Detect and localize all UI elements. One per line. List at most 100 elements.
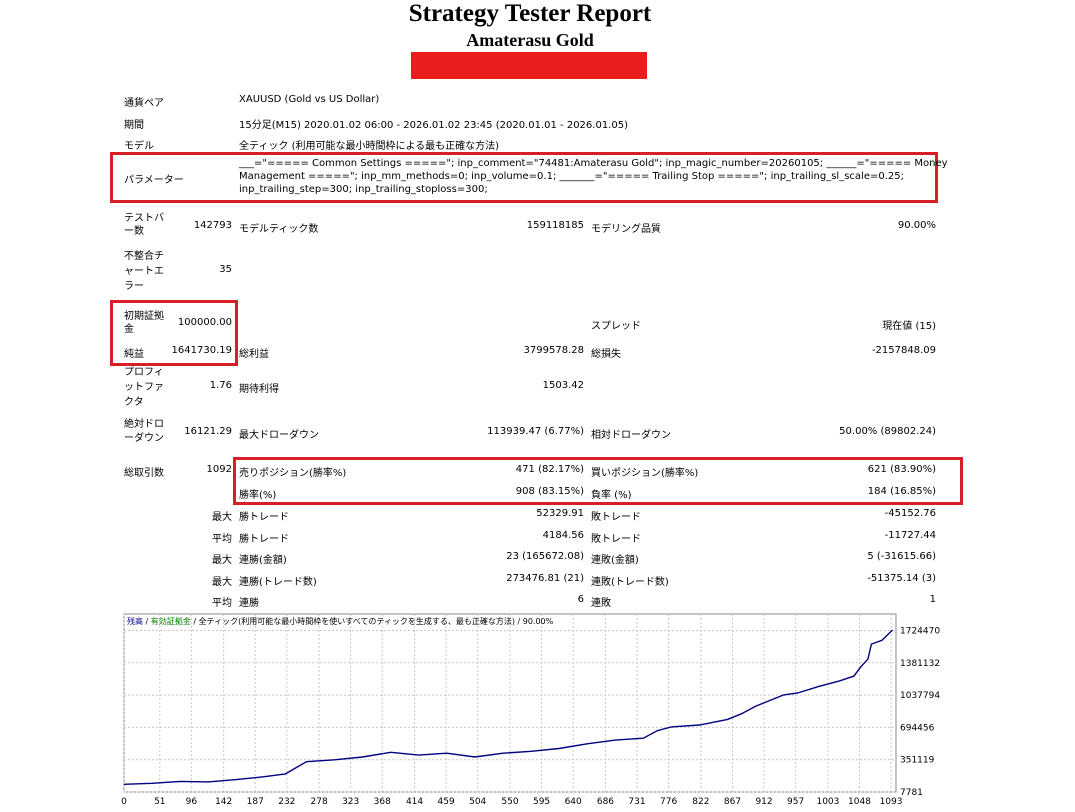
consec-loss-amt-value: 5 (-31615.66) [867,551,936,562]
x-tick-label: 912 [755,797,772,807]
params-highlight-box [110,152,938,203]
trades-label: 総取引数 [124,468,164,479]
x-tick-label: 640 [565,797,582,807]
y-tick-label: 7781 [900,788,923,798]
long-label: 買いポジション(勝率%) [591,468,699,479]
avg-win-label: 勝トレード [239,534,289,545]
lossrate-label: 負率 (%) [591,490,632,501]
x-tick-label: 459 [438,797,455,807]
x-tick-label: 595 [533,797,550,807]
balance-chart: 7781 351119 694456 1037794 1381132 1724470 0 51… [121,613,940,807]
consec-win-amt-value: 23 (165672.08) [506,551,584,562]
avg-loss-value: -11727.44 [884,530,936,541]
mismatch-value: 35 [219,264,232,275]
avg-consec-win-label: 連勝 [239,598,259,609]
row-max-label: 最大 [212,512,232,523]
winrate-label: 勝率(%) [239,490,277,501]
consec-loss-amt-label: 連敗(金額) [591,555,639,566]
row-max-label: 最大 [212,577,232,588]
largest-win-label: 勝トレード [239,512,289,523]
avg-consec-win-value: 6 [577,594,584,605]
largest-win-value: 52329.91 [536,508,584,519]
avg-loss-label: 敗トレード [591,534,641,545]
winrate-value: 908 (83.15%) [515,486,584,497]
x-tick-label: 822 [692,797,709,807]
x-tick-label: 1003 [816,797,839,807]
x-tick-label: 323 [342,797,359,807]
x-tick-label: 1048 [848,797,871,807]
params-line-2: Management ====="; inp_mm_methods=0; inp… [239,171,904,182]
x-tick-label: 957 [787,797,804,807]
pf-label: プロフィ ットファ クタ [124,367,164,408]
x-tick-label: 142 [215,797,232,807]
grossprofit-value: 3799578.28 [523,345,584,356]
maxdd-label: 最大ドローダウン [239,430,319,441]
grossprofit-label: 総利益 [239,349,269,360]
x-tick-label: 504 [469,797,486,807]
balance-line [123,629,893,785]
y-tick-label: 1724470 [900,627,940,637]
y-tick-label: 1381132 [900,659,940,669]
x-tick-label: 368 [374,797,391,807]
avg-win-value: 4184.56 [542,530,584,541]
quality-label: モデリング品質 [591,224,661,235]
ticks-label: モデルティック数 [239,224,319,235]
x-tick-label: 278 [311,797,328,807]
expected-value: 1503.42 [542,380,584,391]
period-label: 期間 [124,120,144,131]
symbol-label: 通貨ペア [124,98,164,109]
largest-loss-value: -45152.76 [884,508,936,519]
trades-value: 1092 [206,464,232,475]
legend-entry: 残高 [127,616,143,626]
x-tick-label: 232 [278,797,295,807]
positions-highlight-box [233,457,963,505]
consec-win-cnt-value: 273476.81 (21) [506,573,584,584]
y-tick-label: 351119 [900,756,935,766]
params-label: パラメーター [124,175,184,186]
x-tick-label: 867 [724,797,741,807]
x-tick-label: 0 [121,797,127,807]
model-label: モデル [124,141,154,152]
deposit-label: 初期証拠金 [124,311,164,335]
consec-loss-cnt-label: 連敗(トレード数) [591,577,669,588]
absdd-value: 16121.29 [184,426,232,437]
avg-consec-loss-value: 1 [929,594,936,605]
chart-legend: 残高 / 有効証拠金 / 全ティック(利用可能な最小時間枠を使いすべてのティック… [127,616,554,626]
spread-value: 現在値 (15) [882,321,936,332]
params-line-3: inp_trailing_step=300; inp_trailing_stop… [239,184,488,195]
reldd-label: 相対ドローダウン [591,430,671,441]
y-tick-label: 694456 [900,723,935,733]
bars-value: 142793 [193,220,232,231]
report-subtitle: Amaterasu Gold [466,30,594,50]
redacted-bar [411,52,647,79]
consec-loss-cnt-value: -51375.14 (3) [867,573,936,584]
x-tick-label: 776 [660,797,677,807]
short-value: 471 (82.17%) [515,464,584,475]
x-tick-label: 51 [154,797,165,807]
y-tick-label: 1037794 [900,691,940,701]
short-label: 売りポジション(勝率%) [239,468,347,479]
x-tick-label: 731 [628,797,645,807]
reldd-value: 50.00% (89802.24) [839,426,936,437]
maxdd-value: 113939.47 (6.77%) [487,426,584,437]
row-max-label: 最大 [212,555,232,566]
consec-win-amt-label: 連勝(金額) [239,555,287,566]
legend-entry: / [143,617,151,626]
bars-label: テストバ ー数 [124,213,164,237]
legend-entry: / 全ティック(利用可能な最小時間枠を使いすべてのティックを生成する、最も正確な… [191,616,554,626]
x-tick-label: 550 [501,797,518,807]
x-tick-label: 187 [247,797,264,807]
legend-entry: 有効証拠金 [151,616,191,626]
model-value: 全ティック (利用可能な最小時間枠による最も正確な方法) [239,141,500,152]
ticks-value: 159118185 [526,220,584,231]
avg-consec-loss-label: 連敗 [591,598,611,609]
x-tick-label: 686 [597,797,614,807]
x-tick-label: 1093 [880,797,903,807]
grossloss-value: -2157848.09 [871,345,936,356]
lossrate-value: 184 (16.85%) [867,486,936,497]
spread-label: スプレッド [591,321,641,332]
absdd-label: 絶対ドロ ーダウン [124,419,164,444]
grossloss-label: 総損失 [591,349,621,360]
symbol-value: XAUUSD (Gold vs US Dollar) [239,94,380,105]
deposit-highlight-box [110,300,238,366]
